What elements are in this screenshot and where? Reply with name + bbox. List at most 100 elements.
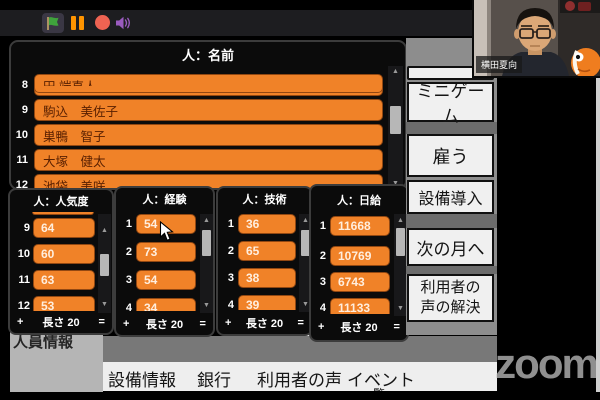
- list-footer: + 長さ 20 =: [10, 311, 112, 333]
- row-index: 2: [319, 250, 326, 262]
- add-item-button[interactable]: +: [17, 316, 24, 328]
- scroll-up-icon[interactable]: ▲: [203, 217, 210, 224]
- scroll-down-icon[interactable]: ▼: [388, 179, 403, 189]
- list-title: 人：技術: [242, 194, 287, 206]
- list-rows: 1 54 2 73 3 54 4 34: [116, 208, 213, 311]
- scrollbar[interactable]: ▲ ▼: [388, 66, 403, 190]
- scrollbar-thumb[interactable]: [301, 230, 310, 256]
- row-index: 12: [17, 300, 30, 311]
- mouse-cursor: [159, 221, 174, 242]
- list-row: 12 池袋 美咲: [11, 174, 405, 188]
- row-value[interactable]: 54: [136, 270, 196, 290]
- list-row: 3 38: [218, 268, 311, 288]
- scroll-down-icon[interactable]: ▼: [203, 302, 210, 309]
- scroll-up-icon[interactable]: ▲: [101, 227, 108, 234]
- scrollbar-thumb[interactable]: [390, 106, 401, 134]
- add-item-button[interactable]: +: [318, 321, 325, 333]
- add-item-button[interactable]: +: [225, 317, 232, 329]
- row-value[interactable]: 60: [33, 244, 95, 264]
- minigame-button[interactable]: ミニゲーム: [407, 82, 494, 126]
- list-row: 10 60: [10, 244, 112, 264]
- list-title: 人：経験: [142, 194, 187, 206]
- participant-name-label: 横田夏向: [476, 56, 523, 73]
- row-value[interactable]: 10769: [330, 246, 390, 266]
- row-index: 11: [18, 274, 30, 286]
- resize-handle[interactable]: =: [199, 318, 206, 330]
- row-value[interactable]: 6743: [330, 272, 390, 292]
- row-value[interactable]: 大塚 健太: [34, 149, 383, 171]
- stop-icon[interactable]: [95, 15, 110, 30]
- tab-user-voice[interactable]: 利用者の声: [257, 371, 342, 390]
- row-value[interactable]: 11133: [330, 298, 390, 314]
- row-value[interactable]: 64: [33, 218, 95, 238]
- row-value[interactable]: 11668: [330, 216, 390, 236]
- row-index: 1: [227, 218, 234, 230]
- list-rows: 1 11668 2 10769 3 6743 4 11133: [311, 210, 407, 314]
- scroll-up-icon[interactable]: ▲: [392, 68, 399, 75]
- row-value[interactable]: 38: [238, 268, 296, 288]
- scrollbar[interactable]: ▲ ▼: [200, 214, 213, 313]
- scroll-up-icon[interactable]: ▲: [397, 217, 404, 224]
- row-value[interactable]: 36: [238, 214, 296, 234]
- row-index: 8: [21, 79, 28, 91]
- install-equipment-button[interactable]: 設備導入: [407, 180, 494, 214]
- resize-handle[interactable]: =: [98, 316, 105, 328]
- list-length: 長さ 20: [245, 318, 284, 330]
- pause-icon[interactable]: [79, 16, 84, 30]
- scroll-down-icon[interactable]: ▼: [302, 301, 309, 308]
- webcam-video[interactable]: 横田夏向: [472, 0, 600, 78]
- row-value[interactable]: 65: [238, 241, 296, 261]
- row-value[interactable]: 巣鴨 智子: [34, 124, 383, 146]
- speaker-icon[interactable]: [115, 15, 132, 31]
- tab-bar-backing: [103, 336, 497, 363]
- row-value[interactable]: 53: [33, 296, 95, 311]
- next-month-button[interactable]: 次の月へ: [407, 228, 494, 266]
- row-value[interactable]: 駒込 美佐子: [34, 99, 383, 121]
- resize-handle[interactable]: =: [297, 317, 304, 329]
- add-item-button[interactable]: +: [123, 318, 130, 330]
- row-index: 11: [16, 154, 28, 166]
- tab-label: 人員情報: [13, 334, 74, 351]
- scroll-up-icon[interactable]: ▲: [302, 217, 309, 224]
- action-button-column: ミニゲーム 雇う 設備導入 次の月へ 利用者の 声の解決: [406, 38, 497, 335]
- row-index: 3: [125, 274, 132, 286]
- row-value[interactable]: 39: [238, 295, 296, 310]
- green-flag-button[interactable]: [42, 13, 64, 33]
- resize-handle[interactable]: =: [393, 321, 400, 333]
- row-value[interactable]: 34: [136, 298, 196, 311]
- list-rows: 8 田 端直人 9 駒込 美佐子 10 巣鴨 智子 11 大塚 健太 12 池袋…: [11, 64, 405, 188]
- list-row: 2 73: [116, 242, 213, 262]
- list-row: 4 39: [218, 295, 311, 310]
- scrollbar-thumb[interactable]: [202, 230, 211, 256]
- resolve-user-voice-button[interactable]: 利用者の 声の解決: [407, 274, 494, 322]
- list-row: 11 63: [10, 270, 112, 290]
- tab-personnel-info[interactable]: 人員情報: [10, 329, 103, 392]
- list-panel-experience: 人：経験 1 54 2 73 3 54 4 34 ▲ ▼ +: [114, 186, 215, 337]
- scroll-down-icon[interactable]: ▼: [397, 305, 404, 312]
- row-index: 10: [17, 248, 30, 260]
- list-row: 1 54: [116, 214, 213, 234]
- tab-equipment-info[interactable]: 設備情報: [108, 371, 176, 390]
- tab-bank[interactable]: 銀行: [197, 371, 231, 390]
- scrollbar[interactable]: ▲ ▼: [299, 214, 312, 312]
- row-value[interactable]: 63: [33, 270, 95, 290]
- window-edge: [596, 78, 600, 392]
- tab-event[interactable]: イベント: [347, 371, 415, 390]
- row-index: 3: [319, 276, 326, 288]
- list-row: 9 64: [10, 218, 112, 238]
- hire-button[interactable]: 雇う: [407, 134, 494, 177]
- row-value[interactable]: 池袋 美咲: [34, 174, 383, 188]
- row-index: 4: [319, 302, 326, 314]
- row-index: 4: [125, 302, 132, 311]
- row-value[interactable]: 73: [136, 242, 196, 262]
- scrollbar-thumb[interactable]: [100, 254, 109, 276]
- scrollbar[interactable]: ▲ ▼: [394, 214, 407, 316]
- green-flag-icon: [47, 16, 59, 30]
- list-footer: + 長さ 20 =: [311, 314, 407, 340]
- scroll-down-icon[interactable]: ▼: [101, 301, 108, 308]
- pause-icon[interactable]: [71, 16, 76, 30]
- scrollbar[interactable]: ▲ ▼: [98, 214, 111, 313]
- scrollbar-thumb[interactable]: [396, 228, 405, 256]
- list-panel-popularity: 人：人気度 9 64 10 60 11 63 12 53 ▲ ▼: [8, 188, 114, 335]
